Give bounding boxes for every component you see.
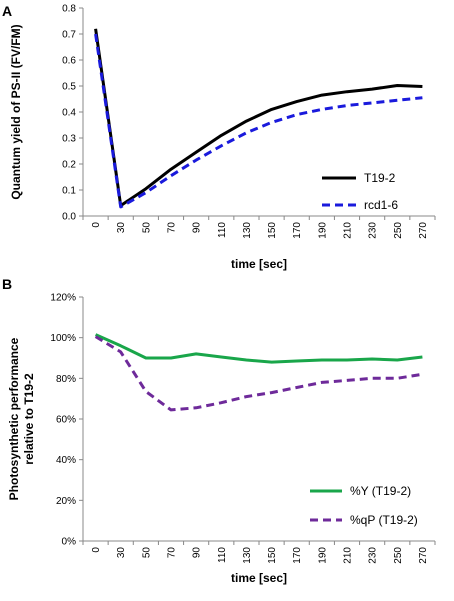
y-tick-label: 0.0 — [62, 212, 76, 223]
y-tick-label: 0.8 — [62, 4, 76, 15]
panel-label: B — [2, 276, 12, 292]
x-tick-label: 190 — [317, 222, 328, 239]
y-tick-label: 100% — [50, 333, 76, 344]
x-tick-label: 210 — [343, 222, 354, 239]
y-tick-label: 80% — [56, 374, 76, 385]
x-tick-label: 90 — [192, 547, 203, 559]
x-tick-label: 150 — [267, 547, 278, 564]
y-tick-label: 60% — [56, 415, 76, 426]
series-line-2 — [94, 33, 423, 209]
y-tick-label: 0.7 — [62, 30, 76, 41]
legend-label-1: %Y (T19-2) — [350, 484, 411, 498]
legend-label-2: %qP (T19-2) — [350, 513, 418, 527]
x-tick-label: 230 — [368, 222, 379, 239]
x-tick-label: 110 — [217, 222, 228, 238]
x-tick-label: 170 — [292, 547, 303, 564]
x-tick-label: 110 — [217, 547, 228, 563]
y-tick-label: 120% — [50, 293, 76, 304]
y-axis-title-line: Photosynthetic performance — [7, 337, 21, 500]
x-axis-title: time [sec] — [231, 571, 287, 585]
x-tick-label: 270 — [418, 547, 429, 564]
x-tick-label: 250 — [393, 222, 404, 239]
x-tick-label: 190 — [317, 547, 328, 564]
x-tick-label: 270 — [418, 222, 429, 239]
y-tick-label: 0.2 — [62, 160, 76, 171]
x-tick-label: 170 — [292, 222, 303, 239]
panel-a: A 0.0 0.1 0.2 0.3 0.4 0.5 0.6 0.7 0.8 0 30 50 70 90 110… — [2, 3, 436, 271]
y-tick-label: 0.3 — [62, 134, 76, 145]
x-tick-label: 50 — [141, 222, 152, 234]
x-tick-label: 0 — [91, 547, 102, 553]
y-tick-label: 20% — [56, 496, 76, 507]
y-axis-title-line: relative to T19-2 — [22, 373, 36, 465]
panel-b: B 0% 20% 40% 60% 80% 100% 120% 0 30 50 70 90 110 130 15… — [2, 276, 436, 585]
y-axis-title: Quantum yield of PS-II (FV/FM) — [9, 24, 23, 199]
x-tick-label: 30 — [116, 222, 127, 234]
y-tick-label: 0% — [62, 537, 77, 548]
x-tick-label: 50 — [141, 547, 152, 559]
x-tick-label: 150 — [267, 222, 278, 239]
legend-label-1: T19-2 — [364, 171, 396, 185]
y-tick-label: 0.5 — [62, 82, 76, 93]
x-axis-title: time [sec] — [231, 257, 287, 271]
x-tick-label: 30 — [116, 547, 127, 559]
x-tick-label: 250 — [393, 547, 404, 564]
y-tick-label: 0.1 — [62, 186, 76, 197]
x-tick-label: 130 — [242, 547, 253, 564]
x-tick-label: 130 — [242, 222, 253, 239]
legend-label-2: rcd1-6 — [364, 198, 398, 212]
x-tick-label: 70 — [167, 547, 178, 559]
panel-label: A — [2, 3, 12, 19]
y-tick-label: 0.6 — [62, 56, 76, 67]
y-tick-label: 0.4 — [62, 108, 76, 119]
x-tick-label: 70 — [167, 222, 178, 234]
x-tick-label: 230 — [368, 547, 379, 564]
series-line-1 — [94, 333, 423, 364]
series-line-1 — [94, 28, 423, 208]
y-tick-label: 40% — [56, 455, 76, 466]
x-tick-label: 210 — [343, 547, 354, 564]
x-tick-label: 0 — [91, 222, 102, 228]
x-tick-label: 90 — [192, 222, 203, 234]
series-line-2 — [94, 335, 423, 412]
